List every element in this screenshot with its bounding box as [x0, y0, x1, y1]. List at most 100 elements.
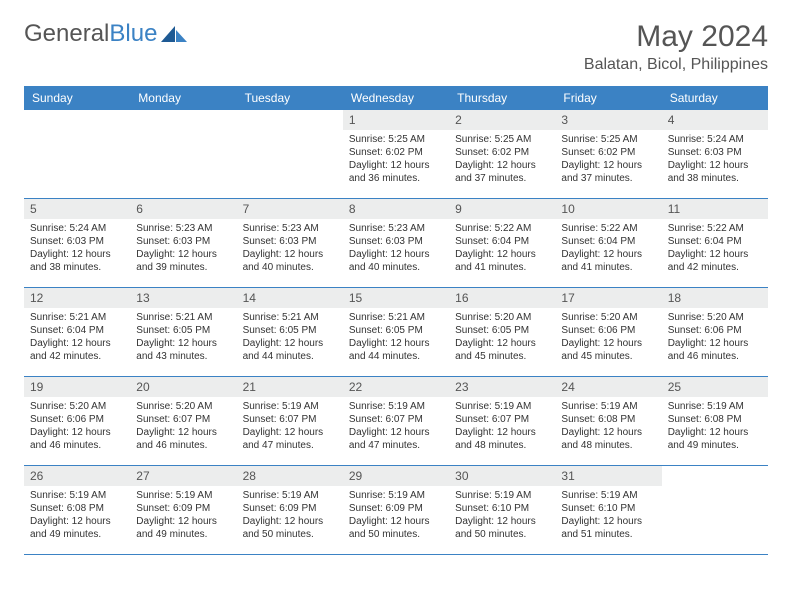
day-info: Sunrise: 5:19 AMSunset: 6:07 PMDaylight:… — [237, 397, 343, 458]
day-info: Sunrise: 5:23 AMSunset: 6:03 PMDaylight:… — [237, 219, 343, 280]
brand-logo: GeneralBlue — [24, 20, 189, 48]
week-row: 26Sunrise: 5:19 AMSunset: 6:08 PMDayligh… — [24, 466, 768, 555]
day-cell: 30Sunrise: 5:19 AMSunset: 6:10 PMDayligh… — [449, 466, 555, 554]
day-number: 31 — [555, 466, 661, 486]
day-info: Sunrise: 5:20 AMSunset: 6:06 PMDaylight:… — [555, 308, 661, 369]
header: GeneralBlue May 2024 Balatan, Bicol, Phi… — [24, 20, 768, 74]
day-cell: 16Sunrise: 5:20 AMSunset: 6:05 PMDayligh… — [449, 288, 555, 376]
day-number: 2 — [449, 110, 555, 130]
dayname-row: SundayMondayTuesdayWednesdayThursdayFrid… — [24, 86, 768, 110]
location: Balatan, Bicol, Philippines — [584, 56, 768, 74]
brand-text: GeneralBlue — [24, 20, 157, 48]
day-cell: 25Sunrise: 5:19 AMSunset: 6:08 PMDayligh… — [662, 377, 768, 465]
day-number: 17 — [555, 288, 661, 308]
title-block: May 2024 Balatan, Bicol, Philippines — [584, 20, 768, 74]
day-info: Sunrise: 5:19 AMSunset: 6:09 PMDaylight:… — [343, 486, 449, 547]
day-cell: 12Sunrise: 5:21 AMSunset: 6:04 PMDayligh… — [24, 288, 130, 376]
dayname: Wednesday — [343, 86, 449, 110]
day-info: Sunrise: 5:19 AMSunset: 6:09 PMDaylight:… — [237, 486, 343, 547]
day-number: 4 — [662, 110, 768, 130]
day-number: 25 — [662, 377, 768, 397]
brand-sail-icon — [161, 24, 189, 44]
day-info: Sunrise: 5:22 AMSunset: 6:04 PMDaylight:… — [449, 219, 555, 280]
day-info: Sunrise: 5:21 AMSunset: 6:05 PMDaylight:… — [343, 308, 449, 369]
day-cell: 17Sunrise: 5:20 AMSunset: 6:06 PMDayligh… — [555, 288, 661, 376]
day-number: 26 — [24, 466, 130, 486]
dayname: Sunday — [24, 86, 130, 110]
day-info: Sunrise: 5:21 AMSunset: 6:05 PMDaylight:… — [130, 308, 236, 369]
day-number: 11 — [662, 199, 768, 219]
day-info: Sunrise: 5:22 AMSunset: 6:04 PMDaylight:… — [662, 219, 768, 280]
day-cell — [130, 110, 236, 198]
day-cell: 15Sunrise: 5:21 AMSunset: 6:05 PMDayligh… — [343, 288, 449, 376]
day-info: Sunrise: 5:20 AMSunset: 6:07 PMDaylight:… — [130, 397, 236, 458]
day-cell: 24Sunrise: 5:19 AMSunset: 6:08 PMDayligh… — [555, 377, 661, 465]
day-cell: 6Sunrise: 5:23 AMSunset: 6:03 PMDaylight… — [130, 199, 236, 287]
week-row: 5Sunrise: 5:24 AMSunset: 6:03 PMDaylight… — [24, 199, 768, 288]
dayname: Monday — [130, 86, 236, 110]
brand-part1: General — [24, 20, 109, 47]
day-info: Sunrise: 5:23 AMSunset: 6:03 PMDaylight:… — [130, 219, 236, 280]
day-number: 27 — [130, 466, 236, 486]
day-number: 7 — [237, 199, 343, 219]
day-info: Sunrise: 5:21 AMSunset: 6:04 PMDaylight:… — [24, 308, 130, 369]
day-cell: 20Sunrise: 5:20 AMSunset: 6:07 PMDayligh… — [130, 377, 236, 465]
day-cell: 7Sunrise: 5:23 AMSunset: 6:03 PMDaylight… — [237, 199, 343, 287]
day-info: Sunrise: 5:19 AMSunset: 6:07 PMDaylight:… — [449, 397, 555, 458]
day-cell: 11Sunrise: 5:22 AMSunset: 6:04 PMDayligh… — [662, 199, 768, 287]
day-info: Sunrise: 5:20 AMSunset: 6:06 PMDaylight:… — [24, 397, 130, 458]
day-cell: 19Sunrise: 5:20 AMSunset: 6:06 PMDayligh… — [24, 377, 130, 465]
day-number: 30 — [449, 466, 555, 486]
day-number: 14 — [237, 288, 343, 308]
day-cell: 18Sunrise: 5:20 AMSunset: 6:06 PMDayligh… — [662, 288, 768, 376]
day-cell: 5Sunrise: 5:24 AMSunset: 6:03 PMDaylight… — [24, 199, 130, 287]
day-cell: 28Sunrise: 5:19 AMSunset: 6:09 PMDayligh… — [237, 466, 343, 554]
day-number: 13 — [130, 288, 236, 308]
day-number: 24 — [555, 377, 661, 397]
day-number: 23 — [449, 377, 555, 397]
brand-part2: Blue — [109, 20, 157, 47]
day-cell — [237, 110, 343, 198]
day-number: 9 — [449, 199, 555, 219]
week-row: 19Sunrise: 5:20 AMSunset: 6:06 PMDayligh… — [24, 377, 768, 466]
day-cell: 10Sunrise: 5:22 AMSunset: 6:04 PMDayligh… — [555, 199, 661, 287]
day-cell: 29Sunrise: 5:19 AMSunset: 6:09 PMDayligh… — [343, 466, 449, 554]
day-number: 28 — [237, 466, 343, 486]
day-info: Sunrise: 5:25 AMSunset: 6:02 PMDaylight:… — [555, 130, 661, 191]
day-info: Sunrise: 5:19 AMSunset: 6:10 PMDaylight:… — [555, 486, 661, 547]
week-row: 12Sunrise: 5:21 AMSunset: 6:04 PMDayligh… — [24, 288, 768, 377]
day-cell: 23Sunrise: 5:19 AMSunset: 6:07 PMDayligh… — [449, 377, 555, 465]
day-number: 18 — [662, 288, 768, 308]
day-cell: 9Sunrise: 5:22 AMSunset: 6:04 PMDaylight… — [449, 199, 555, 287]
day-cell: 27Sunrise: 5:19 AMSunset: 6:09 PMDayligh… — [130, 466, 236, 554]
day-number: 3 — [555, 110, 661, 130]
day-info: Sunrise: 5:22 AMSunset: 6:04 PMDaylight:… — [555, 219, 661, 280]
day-cell — [24, 110, 130, 198]
day-cell: 8Sunrise: 5:23 AMSunset: 6:03 PMDaylight… — [343, 199, 449, 287]
day-cell: 1Sunrise: 5:25 AMSunset: 6:02 PMDaylight… — [343, 110, 449, 198]
day-cell — [662, 466, 768, 554]
weeks-container: 1Sunrise: 5:25 AMSunset: 6:02 PMDaylight… — [24, 110, 768, 555]
dayname: Thursday — [449, 86, 555, 110]
dayname: Tuesday — [237, 86, 343, 110]
day-number: 1 — [343, 110, 449, 130]
day-info: Sunrise: 5:20 AMSunset: 6:05 PMDaylight:… — [449, 308, 555, 369]
day-number: 10 — [555, 199, 661, 219]
day-info: Sunrise: 5:19 AMSunset: 6:07 PMDaylight:… — [343, 397, 449, 458]
day-number: 15 — [343, 288, 449, 308]
day-info: Sunrise: 5:25 AMSunset: 6:02 PMDaylight:… — [449, 130, 555, 191]
day-number: 12 — [24, 288, 130, 308]
day-cell: 13Sunrise: 5:21 AMSunset: 6:05 PMDayligh… — [130, 288, 236, 376]
day-info: Sunrise: 5:24 AMSunset: 6:03 PMDaylight:… — [24, 219, 130, 280]
day-info: Sunrise: 5:19 AMSunset: 6:08 PMDaylight:… — [662, 397, 768, 458]
calendar: SundayMondayTuesdayWednesdayThursdayFrid… — [24, 86, 768, 555]
day-number: 29 — [343, 466, 449, 486]
day-number: 20 — [130, 377, 236, 397]
day-number: 16 — [449, 288, 555, 308]
day-info: Sunrise: 5:19 AMSunset: 6:10 PMDaylight:… — [449, 486, 555, 547]
day-number: 22 — [343, 377, 449, 397]
day-number: 19 — [24, 377, 130, 397]
day-cell: 2Sunrise: 5:25 AMSunset: 6:02 PMDaylight… — [449, 110, 555, 198]
dayname: Friday — [555, 86, 661, 110]
day-cell: 31Sunrise: 5:19 AMSunset: 6:10 PMDayligh… — [555, 466, 661, 554]
